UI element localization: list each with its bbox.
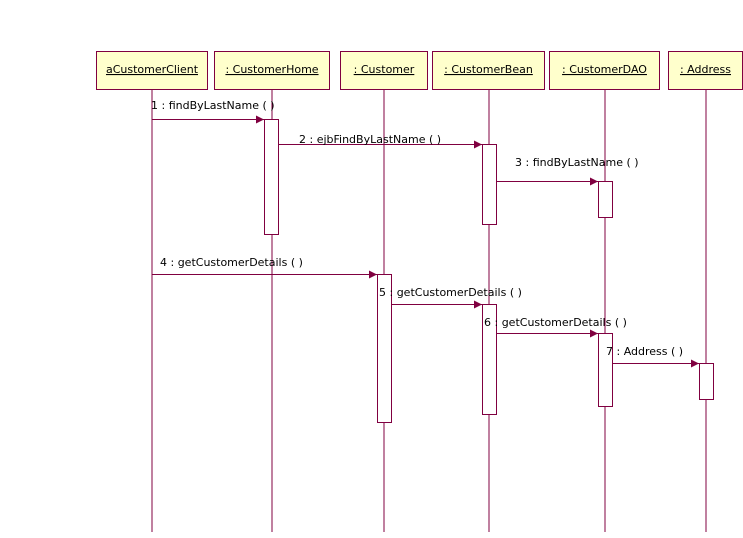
- object-label: : Customer: [354, 63, 415, 76]
- message-label: 6 : getCustomerDetails ( ): [484, 316, 627, 329]
- message-label: 2 : ejbFindByLastName ( ): [299, 133, 441, 146]
- object-box: [668, 51, 743, 90]
- message-label: 4 : getCustomerDetails ( ): [160, 256, 303, 269]
- object-label: aCustomerClient: [106, 63, 199, 76]
- activation: [377, 274, 392, 423]
- activation: [598, 333, 613, 407]
- object-box: [340, 51, 428, 90]
- object-box: [549, 51, 660, 90]
- message-label: 5 : getCustomerDetails ( ): [379, 286, 522, 299]
- activation: [482, 304, 497, 415]
- message-label: 1 : findByLastName ( ): [151, 99, 275, 112]
- object-box: [432, 51, 545, 90]
- object-label: : CustomerHome: [225, 63, 318, 76]
- activation: [598, 181, 613, 218]
- message-label: 7 : Address ( ): [606, 345, 683, 358]
- activation: [699, 363, 714, 400]
- object-label: : CustomerDAO: [562, 63, 647, 76]
- object-label: : CustomerBean: [444, 63, 533, 76]
- object-box: [96, 51, 208, 90]
- activation: [482, 144, 497, 225]
- activation: [264, 119, 279, 235]
- object-label: : Address: [680, 63, 731, 76]
- object-box: [214, 51, 330, 90]
- message-label: 3 : findByLastName ( ): [515, 156, 639, 169]
